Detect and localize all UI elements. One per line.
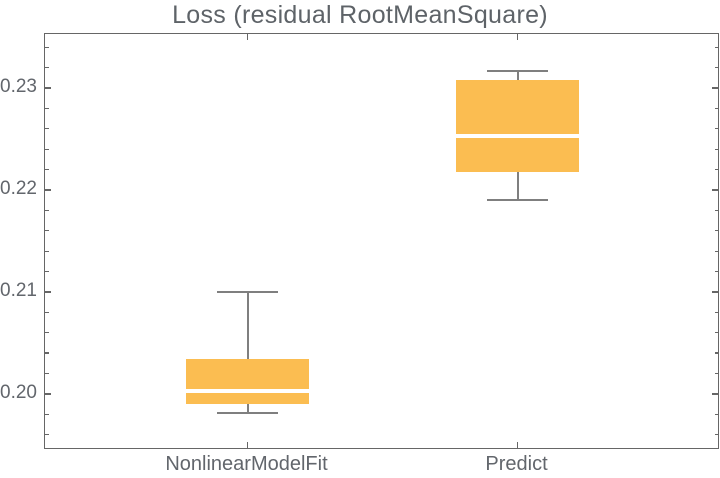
y-major-tick-right	[712, 87, 718, 89]
box-nonlinearmodelfit	[186, 359, 309, 405]
y-minor-tick-left	[45, 46, 49, 48]
y-minor-tick-left	[45, 250, 49, 252]
box-predict	[456, 79, 579, 172]
whisker-upper-stem-nonlinearmodelfit	[246, 291, 249, 360]
y-minor-tick-right	[714, 311, 718, 313]
whisker-cap-bottom-predict	[486, 199, 549, 202]
y-major-tick-left	[45, 393, 51, 395]
y-minor-tick-right	[714, 332, 718, 334]
y-minor-tick-left	[45, 311, 49, 313]
whisker-cap-top-nonlinearmodelfit	[216, 290, 279, 293]
y-tick-label: 0.23	[0, 76, 37, 98]
whisker-upper-stem-predict	[516, 70, 519, 80]
y-minor-tick-right	[714, 372, 718, 375]
y-minor-tick-right	[714, 230, 718, 232]
y-minor-tick-right	[714, 250, 718, 252]
median-line-predict	[456, 133, 579, 139]
y-minor-tick-left	[45, 107, 49, 110]
y-minor-tick-right	[714, 413, 718, 415]
y-minor-tick-right	[714, 107, 718, 110]
y-major-tick-left	[45, 87, 51, 89]
y-minor-tick-right	[714, 148, 718, 150]
y-minor-tick-left	[45, 270, 49, 273]
y-minor-tick-right	[714, 434, 718, 436]
y-minor-tick-left	[45, 413, 49, 415]
x-category-tick-bottom	[516, 442, 519, 448]
whisker-lower-stem-nonlinearmodelfit	[246, 404, 249, 414]
y-minor-tick-right	[714, 46, 718, 48]
y-major-tick-right	[712, 393, 718, 395]
whisker-cap-bottom-nonlinearmodelfit	[216, 412, 279, 415]
y-minor-tick-right	[714, 209, 718, 212]
y-major-tick-right	[712, 291, 718, 293]
y-tick-label: 0.21	[0, 279, 37, 301]
y-tick-label: 0.22	[0, 178, 37, 199]
y-major-tick-left	[45, 291, 51, 293]
y-major-tick-right	[712, 189, 718, 191]
y-minor-tick-right	[714, 128, 718, 130]
y-minor-tick-left	[45, 66, 49, 69]
y-minor-tick-left	[45, 230, 49, 232]
median-line-nonlinearmodelfit	[186, 388, 309, 394]
y-minor-tick-left	[45, 148, 49, 150]
y-minor-tick-right	[714, 168, 718, 171]
x-category-label-nonlinearmodelfit: NonlinearModelFit	[165, 453, 328, 475]
y-tick-label: 0.20	[0, 381, 37, 403]
chart-title: Loss (residual RootMeanSquare)	[172, 1, 548, 29]
x-category-tick-top	[516, 34, 519, 40]
x-category-tick-top	[246, 34, 249, 40]
y-minor-tick-left	[45, 168, 49, 171]
y-minor-tick-left	[45, 332, 49, 334]
x-category-tick-bottom	[246, 442, 249, 448]
y-minor-tick-left	[45, 352, 49, 354]
y-minor-tick-left	[45, 128, 49, 130]
y-minor-tick-right	[714, 270, 718, 273]
whisker-cap-top-predict	[486, 69, 549, 72]
y-minor-tick-right	[714, 66, 718, 69]
plot-area	[44, 33, 719, 449]
y-minor-tick-left	[45, 209, 49, 212]
y-minor-tick-right	[714, 352, 718, 354]
whisker-lower-stem-predict	[516, 171, 519, 201]
y-minor-tick-left	[45, 372, 49, 375]
y-minor-tick-left	[45, 434, 49, 436]
y-major-tick-left	[45, 189, 51, 191]
x-category-label-predict: Predict	[485, 453, 548, 475]
